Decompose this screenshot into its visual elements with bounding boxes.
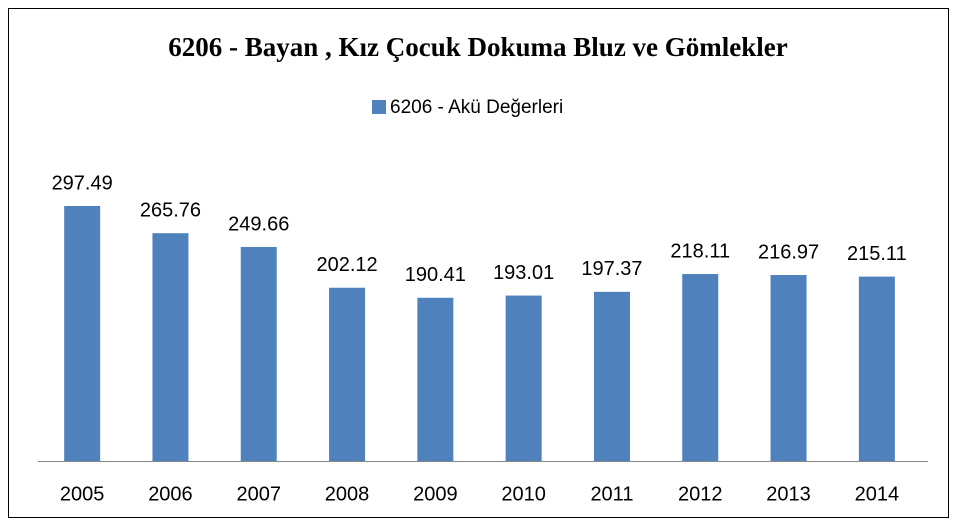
bar [505,295,542,461]
data-label: 202.12 [316,254,377,276]
data-label: 218.11 [670,240,730,262]
x-tick-label: 2014 [855,483,900,505]
chart-title: 6206 - Bayan , Kız Çocuk Dokuma Bluz ve … [168,32,788,62]
bar [858,276,895,461]
x-tick-label: 2012 [678,483,723,505]
x-tick-label: 2013 [766,483,811,505]
bar [770,275,807,461]
x-tick-label: 2010 [501,483,546,505]
bar [329,287,366,461]
data-label: 297.49 [52,172,113,194]
x-tick-label: 2005 [60,483,105,505]
data-label: 190.41 [405,264,466,286]
data-label: 197.37 [581,258,642,280]
x-tick-label: 2006 [148,483,193,505]
data-label: 249.66 [228,213,289,235]
bar [152,233,189,461]
x-tick-label: 2008 [325,483,370,505]
bar [64,206,101,461]
bar [417,297,454,461]
legend-swatch [372,100,386,114]
data-label: 193.01 [493,262,554,284]
data-label: 216.97 [758,241,819,263]
bar [682,274,719,461]
legend-label: 6206 - Akü Değerleri [390,97,563,118]
bar [240,246,277,461]
data-label: 265.76 [140,199,201,221]
x-tick-label: 2009 [413,483,458,505]
data-label: 215.11 [847,243,907,265]
x-tick-label: 2007 [237,483,282,505]
x-tick-label: 2011 [590,483,633,505]
bar [593,291,630,461]
